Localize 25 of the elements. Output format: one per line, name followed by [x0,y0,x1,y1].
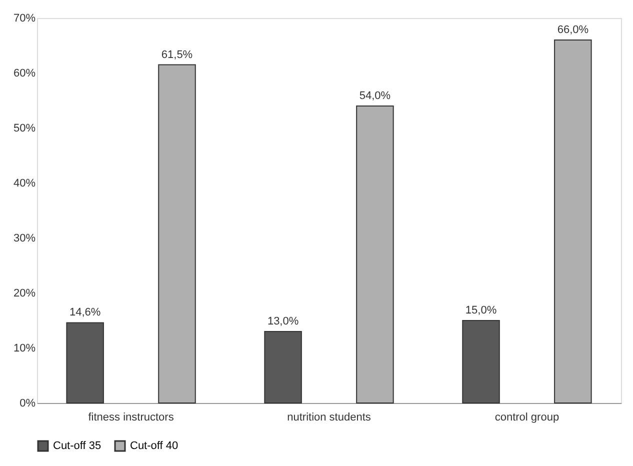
bar [264,331,302,404]
y-tick-label: 30% [13,232,36,244]
y-tick-label: 40% [13,178,36,190]
data-label: 54,0% [359,90,391,102]
legend-label: Cut-off 35 [53,440,102,452]
y-tick-label: 0% [20,398,36,410]
bar [554,40,592,404]
x-tick-label: fitness instructors [88,412,174,424]
data-label: 15,0% [465,304,497,316]
bar [462,320,500,404]
bar [66,322,104,404]
data-label: 14,6% [69,306,101,319]
y-tick-label: 70% [13,12,36,24]
y-tick-label: 60% [13,68,36,80]
legend-label: Cut-off 40 [130,440,178,452]
y-tick-label: 20% [13,288,36,300]
data-label: 66,0% [557,24,589,36]
data-label: 61,5% [161,48,193,61]
x-tick-label: control group [494,412,560,424]
bar [158,64,196,404]
y-tick-label: 10% [13,342,36,354]
x-tick-label: nutrition students [287,412,372,424]
bar [356,106,394,404]
data-label: 13,0% [267,316,299,328]
y-tick-label: 50% [13,122,36,134]
